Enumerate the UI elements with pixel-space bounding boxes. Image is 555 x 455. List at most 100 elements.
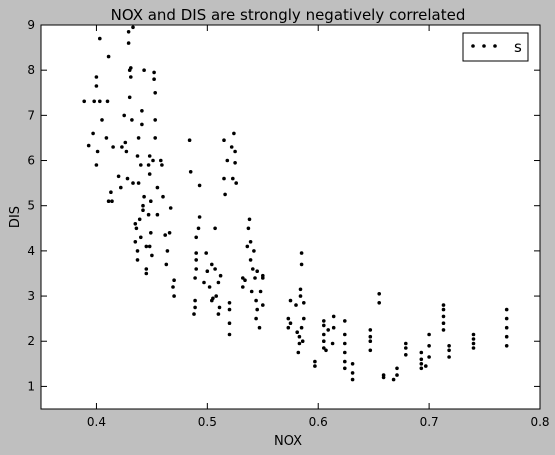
data-point <box>196 226 201 231</box>
data-point <box>94 163 99 167</box>
data-point <box>193 298 197 303</box>
x-axis-label: NOX <box>274 434 302 449</box>
y-tick-label: 9 <box>27 18 35 32</box>
data-point <box>171 285 175 289</box>
data-point <box>222 176 226 181</box>
data-point <box>368 339 373 344</box>
data-point <box>207 285 212 289</box>
data-point <box>261 303 265 307</box>
data-point <box>298 294 303 298</box>
data-point <box>331 314 336 319</box>
data-point <box>343 319 347 323</box>
data-point <box>232 131 236 136</box>
plot-frame <box>40 24 541 410</box>
data-point <box>249 289 254 294</box>
data-point <box>227 301 232 305</box>
data-point <box>350 377 355 382</box>
data-point <box>116 174 121 179</box>
data-point <box>135 249 140 253</box>
y-tick-label: 8 <box>27 63 35 77</box>
data-point <box>504 316 509 321</box>
data-point <box>261 273 265 278</box>
data-point <box>254 298 258 303</box>
data-point <box>119 185 123 190</box>
data-point <box>153 136 157 140</box>
data-point <box>164 262 169 267</box>
points-layer <box>82 25 509 382</box>
ticks-layer: 0.4 0.5 0.6 0.7 0.8 1 2 3 4 5 6 7 8 9 <box>27 18 549 429</box>
data-point <box>231 176 235 181</box>
data-point <box>255 307 259 312</box>
data-point <box>167 231 172 235</box>
data-point <box>299 325 304 330</box>
data-point <box>233 161 237 165</box>
data-point <box>216 280 221 285</box>
data-point <box>192 312 196 316</box>
data-point <box>172 278 176 283</box>
data-point <box>419 357 424 362</box>
data-point <box>377 301 382 305</box>
data-point <box>241 276 245 280</box>
data-point <box>504 344 509 348</box>
data-point <box>146 212 151 217</box>
data-point <box>126 41 131 45</box>
data-point <box>350 371 355 375</box>
y-tick-label: 2 <box>27 334 35 348</box>
legend-label: s <box>514 38 522 56</box>
data-point <box>471 341 476 346</box>
data-point <box>441 314 446 319</box>
data-point <box>257 325 262 330</box>
data-point <box>299 251 304 255</box>
data-point <box>211 296 215 301</box>
data-point <box>106 199 111 203</box>
data-point <box>248 240 253 244</box>
data-point <box>441 303 446 307</box>
data-point <box>160 163 164 167</box>
data-point <box>194 251 198 255</box>
data-point <box>302 301 306 305</box>
chart-title: NOX and DIS are strongly negatively corr… <box>111 6 466 24</box>
data-point <box>105 99 110 104</box>
data-point <box>395 373 399 377</box>
data-point <box>297 334 302 339</box>
y-tick-label: 5 <box>27 199 35 213</box>
x-tick-label: 0.8 <box>530 415 549 429</box>
data-point <box>213 267 217 271</box>
data-point <box>258 289 263 294</box>
data-point <box>147 154 152 158</box>
data-point <box>142 194 146 199</box>
plot-area <box>41 25 540 409</box>
data-point <box>217 305 222 310</box>
data-point <box>149 231 153 235</box>
data-point <box>395 366 399 371</box>
data-point <box>125 176 130 181</box>
data-point <box>98 99 102 104</box>
data-point <box>254 316 258 321</box>
data-point <box>297 341 302 346</box>
y-tick-label: 7 <box>27 108 35 122</box>
data-point <box>130 118 134 122</box>
data-point <box>471 332 476 337</box>
data-point <box>140 122 144 127</box>
data-point <box>324 348 328 353</box>
data-point <box>137 217 142 222</box>
data-point <box>326 328 331 332</box>
legend-marker <box>493 44 497 48</box>
data-point <box>322 323 326 328</box>
data-point <box>133 240 138 244</box>
data-point <box>322 332 326 337</box>
data-point <box>150 253 154 258</box>
legend: s <box>462 32 529 62</box>
data-point <box>146 163 151 167</box>
data-point <box>86 143 91 148</box>
data-point <box>404 341 408 346</box>
data-point <box>241 285 245 289</box>
data-point <box>98 36 102 41</box>
data-point <box>147 172 152 176</box>
data-point <box>144 271 149 276</box>
data-point <box>322 346 326 350</box>
data-point <box>441 328 446 332</box>
data-point <box>136 181 141 185</box>
data-point <box>246 226 251 231</box>
data-point <box>214 294 218 298</box>
